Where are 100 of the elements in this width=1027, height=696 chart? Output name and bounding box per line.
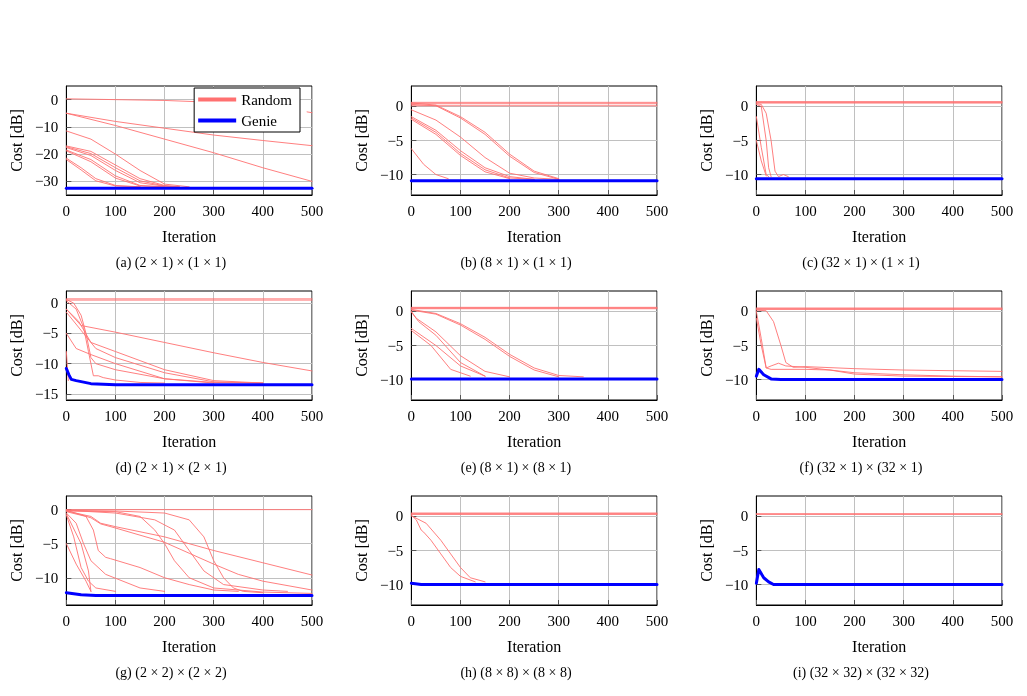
x-axis-title: Iteration <box>852 637 907 655</box>
y-axis-title: Cost [dB] <box>7 109 25 172</box>
x-tick-label: 300 <box>202 612 225 629</box>
x-axis-title: Iteration <box>162 227 217 245</box>
x-tick-label: 500 <box>645 202 669 219</box>
x-tick-label: 300 <box>892 612 915 629</box>
y-tick-label: −5 <box>732 542 749 559</box>
text: (c) (32 × 1) × (1 × 1) <box>802 254 921 271</box>
x-tick-label: 100 <box>794 407 817 424</box>
x-tick-label: 400 <box>251 202 275 219</box>
y-tick-label: −5 <box>387 337 404 354</box>
x-tick-label: 100 <box>104 407 127 424</box>
y-tick-label: 0 <box>395 508 404 525</box>
x-tick-label: 0 <box>62 612 71 629</box>
x-tick-label: 0 <box>407 612 416 629</box>
x-axis-title: Iteration <box>162 637 217 655</box>
x-tick-label: 200 <box>153 202 176 219</box>
text: (g) (2 × 2) × (2 × 2) <box>115 664 227 681</box>
x-tick-label: 200 <box>498 612 521 629</box>
y-tick-label: −15 <box>34 385 59 402</box>
x-tick-label: 500 <box>300 202 324 219</box>
text: (a) (2 × 1) × (1 × 1) <box>115 254 227 271</box>
y-tick-label: −5 <box>732 337 749 354</box>
x-tick-label: 200 <box>153 407 176 424</box>
text: (b) (8 × 1) × (1 × 1) <box>460 254 572 271</box>
x-tick-label: 300 <box>547 612 570 629</box>
y-axis-title: Cost [dB] <box>352 109 370 172</box>
y-axis-title: Cost [dB] <box>697 314 715 377</box>
y-tick-label: −30 <box>34 173 59 190</box>
x-tick-label: 400 <box>596 612 620 629</box>
x-tick-label: 200 <box>843 612 866 629</box>
y-tick-label: −5 <box>42 535 59 552</box>
y-tick-label: −5 <box>42 325 59 342</box>
x-tick-label: 300 <box>547 202 570 219</box>
x-tick-label: 0 <box>407 407 416 424</box>
x-tick-label: 200 <box>843 407 866 424</box>
x-axis-title: Iteration <box>507 432 562 450</box>
x-axis-title: Iteration <box>852 227 907 245</box>
x-tick-label: 400 <box>941 407 965 424</box>
x-tick-label: 100 <box>449 407 472 424</box>
x-tick-label: 100 <box>449 202 472 219</box>
x-tick-label: 100 <box>449 612 472 629</box>
x-tick-label: 0 <box>752 407 761 424</box>
y-axis-title: Cost [dB] <box>697 109 715 172</box>
x-tick-label: 300 <box>892 202 915 219</box>
x-tick-label: 400 <box>596 407 620 424</box>
y-tick-label: −10 <box>724 576 749 593</box>
x-tick-label: 0 <box>407 202 416 219</box>
x-tick-label: 100 <box>104 202 127 219</box>
x-tick-label: 400 <box>251 407 275 424</box>
y-tick-label: −20 <box>34 146 59 163</box>
y-axis-title: Cost [dB] <box>697 519 715 582</box>
x-tick-label: 300 <box>202 202 225 219</box>
y-tick-label: −10 <box>724 166 749 183</box>
x-tick-label: 500 <box>645 612 669 629</box>
y-tick-label: −5 <box>387 542 404 559</box>
y-tick-label: 0 <box>395 98 404 115</box>
x-tick-label: 0 <box>62 202 71 219</box>
legend-label: Random <box>241 91 293 108</box>
x-tick-label: 500 <box>300 407 324 424</box>
y-axis-title: Cost [dB] <box>352 314 370 377</box>
y-tick-label: −10 <box>34 355 59 372</box>
y-tick-label: −5 <box>732 132 749 149</box>
y-tick-label: 0 <box>740 98 749 115</box>
y-tick-label: 0 <box>740 508 749 525</box>
y-axis-title: Cost [dB] <box>352 519 370 582</box>
x-tick-label: 100 <box>104 612 127 629</box>
text: (f) (32 × 1) × (32 × 1) <box>799 459 923 476</box>
y-tick-label: 0 <box>50 91 59 108</box>
x-axis-title: Iteration <box>507 227 562 245</box>
y-tick-label: −10 <box>379 371 404 388</box>
y-tick-label: 0 <box>395 303 404 320</box>
x-tick-label: 400 <box>251 612 275 629</box>
x-tick-label: 500 <box>990 202 1014 219</box>
y-tick-label: −5 <box>387 132 404 149</box>
x-tick-label: 400 <box>596 202 620 219</box>
x-tick-label: 0 <box>752 202 761 219</box>
x-tick-label: 300 <box>547 407 570 424</box>
y-axis-title: Cost [dB] <box>7 314 25 377</box>
x-tick-label: 300 <box>892 407 915 424</box>
x-axis-title: Iteration <box>507 637 562 655</box>
text: (d) (2 × 1) × (2 × 1) <box>115 459 227 476</box>
x-tick-label: 500 <box>645 407 669 424</box>
x-tick-label: 500 <box>990 612 1014 629</box>
y-tick-label: 0 <box>740 303 749 320</box>
x-tick-label: 0 <box>62 407 71 424</box>
y-tick-label: −10 <box>34 569 59 586</box>
x-axis-title: Iteration <box>852 432 907 450</box>
x-tick-label: 200 <box>498 202 521 219</box>
text: (h) (8 × 8) × (8 × 8) <box>460 664 572 681</box>
x-tick-label: 400 <box>941 612 965 629</box>
x-tick-label: 500 <box>990 407 1014 424</box>
x-tick-label: 0 <box>752 612 761 629</box>
text: (i) (32 × 32) × (32 × 32) <box>792 664 930 681</box>
x-tick-label: 500 <box>300 612 324 629</box>
x-tick-label: 300 <box>202 407 225 424</box>
x-axis-title: Iteration <box>162 432 217 450</box>
x-tick-label: 100 <box>794 202 817 219</box>
y-tick-label: −10 <box>34 118 59 135</box>
y-tick-label: −10 <box>724 371 749 388</box>
